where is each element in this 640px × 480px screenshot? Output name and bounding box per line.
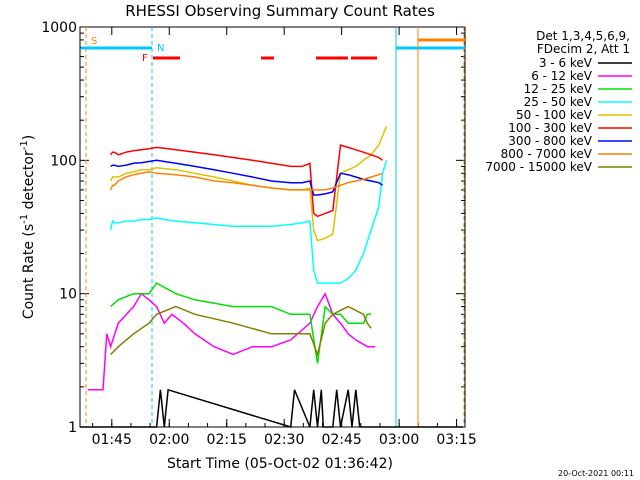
- series-line-6: [110, 159, 384, 196]
- y-axis-label: Count Rate (s-1 detector-1): [19, 135, 37, 319]
- x-tick-label: 02:15: [207, 432, 247, 448]
- x-tick-label: 01:45: [92, 432, 132, 448]
- footer-date: 20-Oct-2021 00:11: [558, 469, 634, 478]
- series-line-8: [110, 305, 372, 358]
- series-line-3: [109, 160, 388, 284]
- y-axis-label-mid: detector: [21, 150, 37, 214]
- legend-header-line-2: FDecim 2, Att 1: [537, 42, 630, 56]
- y-tick-label: 1: [68, 420, 77, 436]
- x-tick-label: 03:15: [436, 432, 476, 448]
- y-tick-label: 1000: [41, 20, 77, 36]
- y-axis-label-end: ): [21, 135, 37, 140]
- series-line-2: [110, 282, 372, 364]
- legend-label: 7000 - 15000 keV: [485, 160, 592, 174]
- flag-label-n: N: [157, 43, 164, 54]
- x-tick-label: 02:00: [149, 432, 189, 448]
- legend-label: 3 - 6 keV: [539, 56, 593, 70]
- series-line-0: [80, 388, 464, 428]
- x-tick-label: 03:00: [379, 432, 419, 448]
- flag-label-s: S: [91, 36, 97, 47]
- y-tick-label: 10: [59, 287, 77, 303]
- x-tick-label: 02:30: [264, 432, 304, 448]
- legend: Det 1,3,4,5,6,9, FDecim 2, Att 1 3 - 6 k…: [485, 29, 632, 174]
- y-axis-label-exp1: -1: [19, 214, 30, 224]
- y-tick-label: 100: [50, 153, 77, 169]
- legend-label: 12 - 25 keV: [524, 82, 593, 96]
- series-lines: [80, 126, 464, 428]
- legend-label: 50 - 100 keV: [516, 108, 593, 122]
- x-axis-label: Start Time (05-Oct-02 01:36:42): [167, 456, 393, 472]
- legend-label: 25 - 50 keV: [524, 95, 593, 109]
- x-tick-label: 02:45: [321, 432, 361, 448]
- observing-flags: S NF: [81, 27, 465, 427]
- series-line-7: [109, 171, 383, 191]
- plot-frame: [79, 26, 466, 428]
- series-line-1: [87, 291, 375, 391]
- legend-label: 6 - 12 keV: [531, 69, 593, 83]
- y-axis-ticks: 1 10 100 1000: [41, 20, 465, 436]
- legend-label: 800 - 7000 keV: [501, 147, 593, 161]
- legend-label: 300 - 800 keV: [508, 134, 592, 148]
- x-axis-ticks: 01:45 02:00 02:15 02:30 02:45 03:00 03:15: [92, 27, 477, 448]
- y-axis-label-main: Count Rate (s: [21, 224, 37, 319]
- chart-title: RHESSI Observing Summary Count Rates: [125, 2, 435, 20]
- flag-label-f: F: [142, 53, 148, 64]
- y-axis-label-exp2: -1: [19, 140, 30, 150]
- legend-label: 100 - 300 keV: [508, 121, 592, 135]
- legend-header-line-1: Det 1,3,4,5,6,9,: [536, 29, 630, 43]
- series-line-5: [110, 144, 384, 218]
